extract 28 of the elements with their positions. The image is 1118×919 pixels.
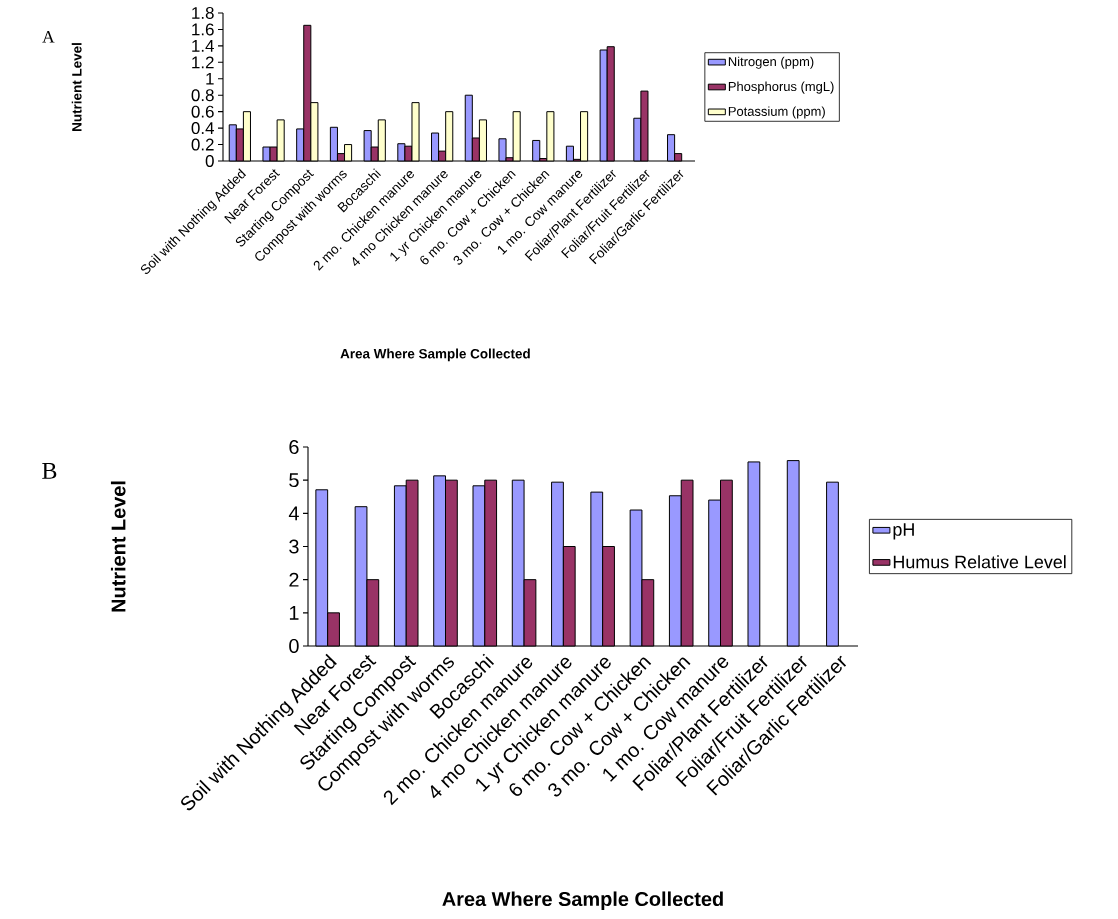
y-tick-label: 1.6 <box>192 23 214 36</box>
y-tick-label: 3 <box>289 539 299 554</box>
y-tick-label: 0.6 <box>191 105 214 118</box>
legend-label: Phosphorus (mgL) <box>728 81 834 94</box>
y-tick-label: 1.8 <box>192 6 214 19</box>
y-tick-label: 1.4 <box>192 40 214 52</box>
y-tick-label: 0.8 <box>191 89 214 102</box>
y-tick-label: 1 <box>289 605 299 620</box>
y-axis-title: Nutrient Level <box>71 43 82 131</box>
x-axis-title: Area Where Sample Collected <box>442 891 723 911</box>
y-tick-label: 5 <box>289 473 299 488</box>
legend-label: Humus Relative Level <box>893 555 1066 569</box>
y-tick-label: 0.2 <box>191 138 214 151</box>
y-tick-label: 6 <box>289 439 299 455</box>
text: A <box>42 30 55 43</box>
x-axis-title: Area Where Sample Collected <box>340 348 530 362</box>
y-tick-label: 1 <box>206 72 214 85</box>
legend-label: Potassium (ppm) <box>728 106 825 119</box>
legend-label: pH <box>893 523 914 540</box>
y-tick-label: 2 <box>289 572 299 587</box>
legend-label: Nitrogen (ppm) <box>728 56 814 69</box>
y-tick-label: 0 <box>205 154 214 167</box>
y-tick-label: 0.4 <box>191 122 214 135</box>
y-tick-label: 4 <box>288 506 299 521</box>
y-tick-label: 0 <box>289 638 299 654</box>
y-tick-label: 1.2 <box>192 56 214 69</box>
text: B <box>42 463 57 479</box>
y-axis-title: Nutrient Level <box>110 481 126 612</box>
